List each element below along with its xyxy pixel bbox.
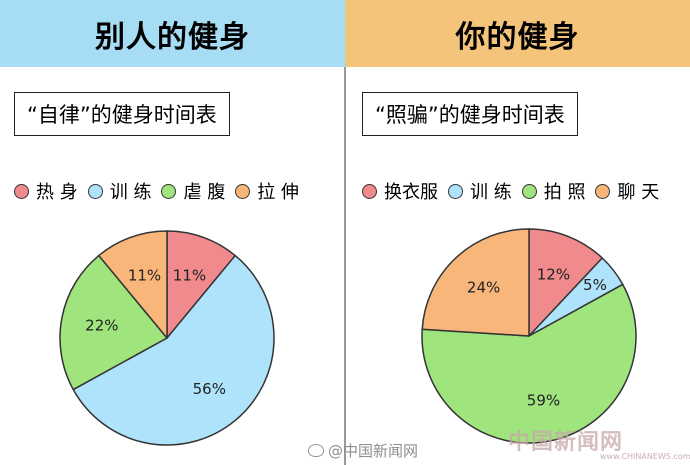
legend-swatch-blue [87, 183, 103, 199]
right-legend: 换衣服 训 练 拍 照 聊 天 [362, 178, 659, 204]
pie-slice-3 [98, 230, 168, 339]
left-subtitle: “自律”的健身时间表 [14, 92, 230, 136]
right-panel: 你的健身 “照骗”的健身时间表 换衣服 训 练 拍 照 聊 天 12% 5% 59%… [345, 0, 690, 465]
legend-label: 热 身 [36, 182, 78, 203]
legend-item-changing: 换衣服 [362, 178, 438, 204]
legend-label: 拍 照 [543, 182, 586, 203]
legend-swatch-red [362, 183, 377, 199]
legend-swatch-red [14, 183, 29, 199]
legend-item-stretch: 拉 伸 [235, 178, 299, 204]
legend-label: 虐 腹 [183, 182, 226, 203]
legend-label: 训 练 [470, 182, 512, 203]
legend-swatch-blue [448, 183, 463, 199]
pie-label-1: 5% [583, 276, 607, 294]
pie-label-0: 11% [173, 267, 206, 285]
chinanews-logo: 中国新闻网 [508, 430, 624, 455]
pie-slice-1 [72, 254, 275, 446]
pie-slice-2 [59, 254, 168, 391]
pie-label-0: 12% [537, 265, 570, 283]
legend-item-chatting: 聊 天 [595, 178, 659, 204]
legend-label: 换衣服 [384, 182, 438, 203]
legend-swatch-orange [235, 183, 251, 199]
right-header: 你的健身 [345, 0, 690, 67]
left-panel: 别人的健身 “自律”的健身时间表 热 身 训 练 虐 腹 拉 伸 11% 56% 2… [0, 0, 345, 446]
pie-label-1: 56% [193, 380, 226, 398]
weibo-icon [308, 444, 324, 457]
left-header: 别人的健身 [0, 0, 345, 67]
pie-label-3: 11% [128, 267, 161, 285]
legend-label: 聊 天 [617, 182, 660, 203]
right-pie-chart: 12% 5% 59% 24% [421, 228, 637, 444]
legend-item-training: 训 练 [87, 178, 152, 204]
pie-slice-0 [528, 228, 603, 337]
weibo-watermark: @中国新闻网 [308, 440, 418, 461]
legend-swatch-green [161, 183, 177, 199]
left-legend: 热 身 训 练 虐 腹 拉 伸 [14, 178, 299, 204]
right-subtitle: “照骗”的健身时间表 [362, 92, 578, 136]
pie-label-2: 22% [85, 317, 118, 335]
pie-slice-3 [421, 228, 530, 337]
pie-slice-0 [166, 230, 236, 339]
legend-swatch-green [521, 183, 537, 199]
chinanews-url: www.CHINANEWS.com [600, 452, 690, 461]
legend-swatch-orange [595, 183, 611, 199]
legend-item-abs: 虐 腹 [161, 178, 225, 204]
panel-divider [344, 67, 346, 465]
legend-item-warmup: 热 身 [14, 178, 78, 204]
left-pie-chart: 11% 56% 22% 11% [59, 230, 275, 446]
weibo-watermark-text: @中国新闻网 [328, 442, 419, 460]
legend-item-training: 训 练 [448, 178, 512, 204]
pie-label-2: 59% [527, 392, 560, 410]
pie-label-3: 24% [467, 279, 500, 297]
legend-label: 拉 伸 [257, 182, 299, 203]
legend-item-photos: 拍 照 [521, 178, 586, 204]
pie-slice-2 [421, 283, 637, 444]
legend-label: 训 练 [109, 182, 152, 203]
